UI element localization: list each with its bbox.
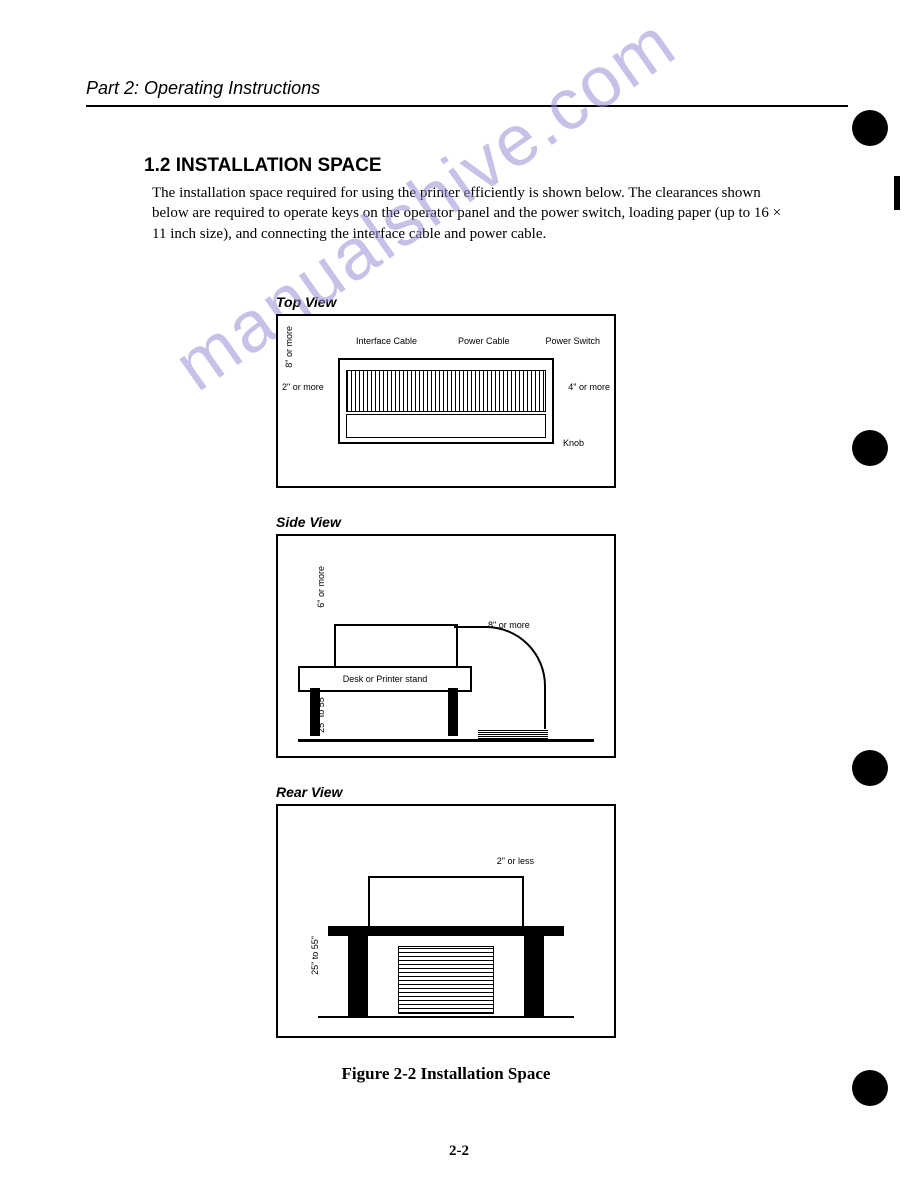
printer-platen [346, 370, 546, 412]
desk: Desk or Printer stand [298, 666, 472, 692]
height-label: 25" to 55" [310, 936, 320, 975]
page-number: 2-2 [0, 1143, 918, 1160]
desk-top [328, 926, 564, 936]
rear-view-diagram: 2" or less 25" to 55" [276, 804, 616, 1038]
figure-caption: Figure 2-2 Installation Space [276, 1064, 616, 1084]
page-header: Part 2: Operating Instructions [86, 78, 848, 107]
desk-leg [524, 936, 544, 1016]
paper-stack-rear [398, 946, 494, 1014]
printer-side [334, 624, 458, 668]
paper-stack [478, 729, 548, 739]
clearance-rear: 8" or more [488, 620, 530, 630]
label-interface-cable: Interface Cable [356, 336, 417, 346]
section-title: 1.2 INSTALLATION SPACE [144, 155, 848, 177]
printer-outline [338, 358, 554, 444]
top-view-diagram: 8" or more 2" or more 4" or more Interfa… [276, 314, 616, 488]
clearance-top: 8" or more [284, 326, 294, 368]
side-view-label: Side View [276, 514, 616, 530]
clearance-right: 4" or more [568, 382, 610, 392]
label-knob: Knob [563, 438, 584, 448]
printer-front [346, 414, 546, 438]
floor [318, 1016, 574, 1018]
paper-path [454, 626, 546, 738]
side-view-diagram: Desk or Printer stand 6" or more 8" or m… [276, 534, 616, 758]
label-power-cable: Power Cable [458, 336, 510, 346]
printer-rear [368, 876, 524, 930]
rear-view-label: Rear View [276, 784, 616, 800]
clearance-top-side: 6" or more [316, 566, 326, 608]
gap-label: 2" or less [497, 856, 534, 866]
top-view-label: Top View [276, 294, 616, 310]
section-heading: INSTALLATION SPACE [176, 155, 382, 176]
desk-leg [348, 936, 368, 1016]
desk-height: 25" to 55" [316, 694, 326, 733]
section-number: 1.2 [144, 155, 170, 176]
clearance-left: 2" or more [282, 382, 324, 392]
label-power-switch: Power Switch [545, 336, 600, 346]
body-paragraph: The installation space required for usin… [152, 183, 792, 244]
figure-stack: Top View 8" or more 2" or more 4" or mor… [276, 294, 616, 1038]
floor [298, 739, 594, 742]
